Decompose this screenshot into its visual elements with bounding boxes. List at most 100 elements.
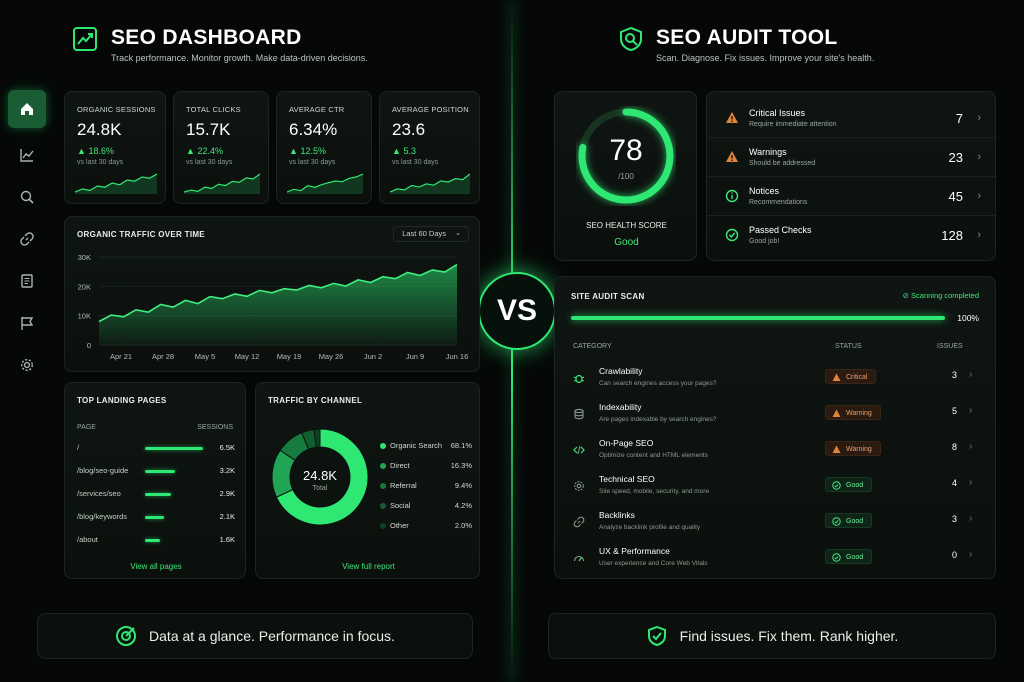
traffic-chart-card: ORGANIC TRAFFIC OVER TIME Last 60 Days ⌄… [64, 216, 480, 372]
up-arrow-icon: ▲ [77, 146, 86, 156]
audit-row[interactable]: Crawlability Can search engines access yo… [555, 361, 997, 397]
gear-icon [574, 481, 584, 491]
audit-title: SEO AUDIT TOOL [656, 26, 838, 49]
summary-title: Critical Issues [749, 108, 806, 118]
table-row[interactable]: /services/seo 2.9K [77, 489, 237, 505]
sidebar-item-reports[interactable] [8, 262, 46, 300]
legend-label: Organic Search [390, 441, 443, 450]
legend-label: Other [390, 521, 409, 530]
table-row[interactable]: /about 1.6K [77, 535, 237, 551]
sidebar-item-analytics[interactable] [8, 136, 46, 174]
kpi-comparison: vs last 30 days [77, 159, 124, 166]
sessions-value: 2.9K [219, 489, 235, 498]
sessions-value: 3.2K [219, 466, 235, 475]
summary-subtitle: Recommendations [749, 199, 808, 206]
col-header-status: STATUS [835, 343, 862, 350]
kpi-label: TOTAL CLICKS [186, 105, 241, 114]
status-badge: Good [825, 549, 873, 564]
audit-category-desc: User experience and Core Web Vitals [599, 560, 708, 567]
landing-pages-card: TOP LANDING PAGES PAGE SESSIONS / 6.5K/bl… [64, 382, 246, 579]
issues-count: 4 [951, 478, 957, 488]
kpi-card-position: AVERAGE POSITION 23.6 ▲ 5.3 vs last 30 d… [379, 91, 480, 204]
trend-chart-icon [73, 27, 97, 51]
chevron-right-icon: › [977, 151, 981, 163]
check-circle-icon [832, 553, 841, 562]
summary-row[interactable]: Warnings Should be addressed 23 › [707, 139, 997, 177]
table-row[interactable]: /blog/seo-guide 3.2K [77, 466, 237, 482]
audit-scan-card: SITE AUDIT SCAN ⊘ Scanning completed 100… [554, 276, 996, 579]
audit-category-name: Technical SEO [599, 474, 655, 484]
legend-value: 16.3% [450, 461, 472, 470]
audit-row[interactable]: Technical SEO Site speed, mobile, securit… [555, 469, 997, 505]
donut-hole [291, 448, 349, 506]
kpi-label: ORGANIC SESSIONS [77, 105, 156, 114]
sessions-bar [145, 493, 172, 496]
page-path: /about [77, 535, 98, 544]
view-all-pages-link[interactable]: View all pages [130, 562, 182, 571]
left-footer-banner: Data at a glance. Performance in focus. [37, 613, 473, 659]
health-score-status: Good [614, 237, 639, 248]
summary-subtitle: Require immediate attention [749, 121, 837, 128]
summary-count: 128 [941, 228, 963, 243]
kpi-label: AVERAGE POSITION [392, 105, 469, 114]
status-badge: Warning [825, 441, 881, 456]
col-header-page: PAGE [77, 424, 96, 431]
chevron-right-icon: › [969, 405, 973, 416]
legend-item: Organic Search 68.1% [380, 441, 472, 453]
donut-total-label: Total [312, 485, 328, 492]
x-tick-label: May 12 [235, 352, 260, 361]
kpi-value: 23.6 [392, 120, 426, 139]
sidebar-item-home[interactable] [8, 90, 46, 128]
date-range-select[interactable]: Last 60 Days ⌄ [393, 226, 469, 242]
summary-row[interactable]: Notices Recommendations 45 › [707, 178, 997, 216]
donut-slice [275, 428, 369, 526]
summary-row[interactable]: Passed Checks Good job! 128 › [707, 217, 997, 255]
document-icon [21, 274, 33, 288]
col-header-sessions: SESSIONS [197, 424, 233, 431]
donut-total-value: 24.8K [303, 468, 337, 483]
check-circle-icon: ⊘ [902, 291, 909, 300]
sidebar-item-search[interactable] [8, 178, 46, 216]
landing-pages-title: TOP LANDING PAGES [77, 396, 167, 405]
check-icon [725, 228, 739, 242]
gauge-fill [578, 108, 674, 204]
channel-donut-chart [271, 428, 369, 526]
sidebar-item-links[interactable] [8, 220, 46, 258]
kpi-delta: ▲ 12.5% [289, 146, 326, 156]
audit-category-desc: Optimize content and HTML elements [599, 452, 708, 459]
sessions-value: 1.6K [219, 535, 235, 544]
summary-row[interactable]: Critical Issues Require immediate attenti… [707, 100, 997, 138]
chevron-right-icon: › [977, 229, 981, 241]
audit-row[interactable]: Indexability Are pages indexable by searc… [555, 397, 997, 433]
sessions-value: 6.5K [219, 443, 235, 452]
y-tick-label: 0 [87, 341, 91, 350]
audit-scan-title: SITE AUDIT SCAN [571, 292, 645, 301]
chevron-right-icon: › [969, 369, 973, 380]
database-icon [574, 408, 584, 420]
kpi-label: AVERAGE CTR [289, 105, 345, 114]
sparkline-line [287, 173, 363, 193]
x-tick-label: Jun 2 [364, 352, 382, 361]
gear-icon [20, 358, 34, 372]
status-badge: Good [825, 513, 873, 528]
kpi-delta: ▲ 22.4% [186, 146, 223, 156]
audit-row[interactable]: On-Page SEO Optimize content and HTML ele… [555, 433, 997, 469]
health-score-value: 78 [609, 134, 643, 167]
y-tick-label: 30K [78, 253, 91, 262]
dashboard-subtitle: Track performance. Monitor growth. Make … [111, 53, 368, 63]
chevron-right-icon: › [977, 112, 981, 124]
audit-category-name: Crawlability [599, 366, 643, 376]
chevron-right-icon: › [969, 549, 973, 560]
audit-row[interactable]: Backlinks Analyze backlink profile and qu… [555, 505, 997, 541]
table-row[interactable]: /blog/keywords 2.1K [77, 512, 237, 528]
sidebar-item-settings[interactable] [8, 346, 46, 384]
shield-check-icon [647, 625, 666, 647]
view-full-report-link[interactable]: View full report [342, 562, 395, 571]
chevron-right-icon: › [977, 190, 981, 202]
summary-count: 45 [948, 189, 963, 204]
sidebar-item-goals[interactable] [8, 304, 46, 342]
summary-count: 7 [955, 111, 963, 126]
audit-row[interactable]: UX & Performance User experience and Core… [555, 541, 997, 577]
table-row[interactable]: / 6.5K [77, 443, 237, 459]
kpi-card-sessions: ORGANIC SESSIONS 24.8K ▲ 18.6% vs last 3… [64, 91, 166, 204]
